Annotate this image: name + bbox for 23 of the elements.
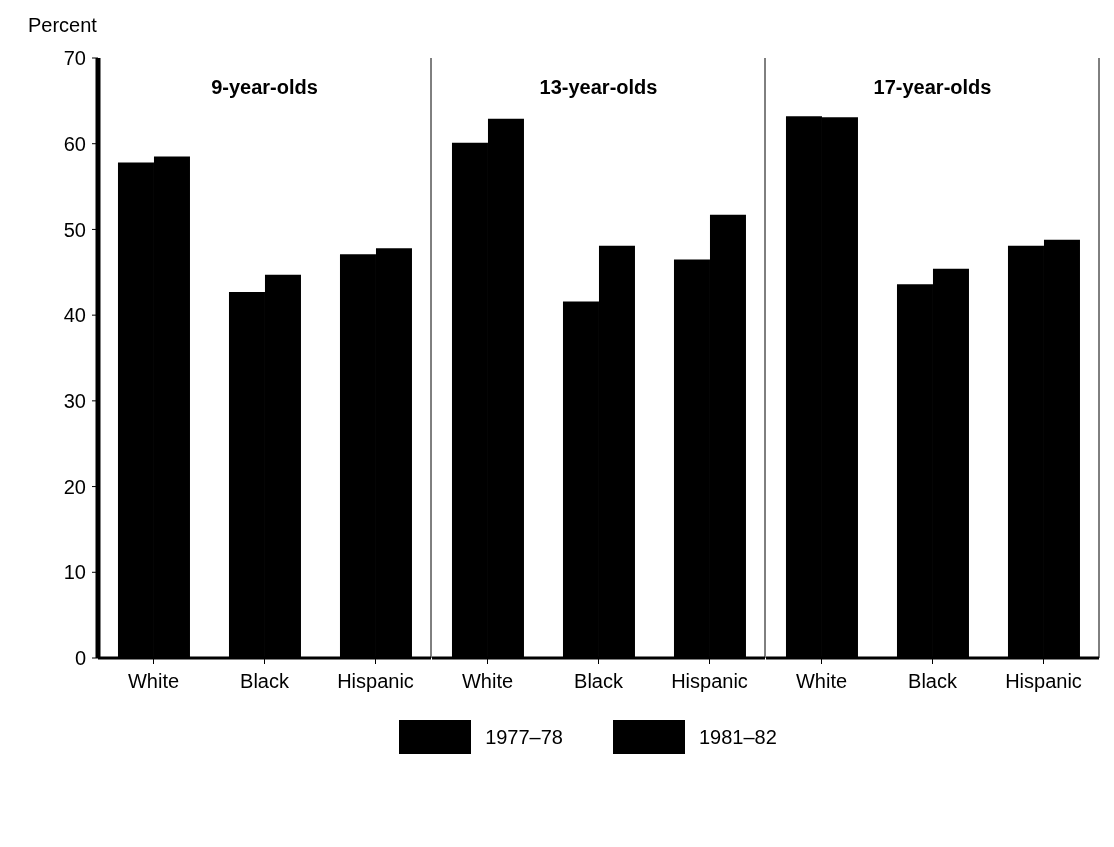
x-tick-label: Black <box>574 670 624 693</box>
text: 9-year-olds <box>210 76 319 99</box>
y-axis-title: Percent <box>28 14 97 37</box>
text: 13-year-olds <box>538 76 659 99</box>
x-tick-label: White <box>127 670 180 693</box>
y-tick-label: 0 <box>74 647 86 670</box>
y-tick-label: 30 <box>63 389 86 412</box>
legend-label: 1981–82 <box>699 725 777 749</box>
text: 17-year-olds <box>872 76 993 99</box>
y-tick-label: 40 <box>63 304 86 327</box>
x-tick-label: Hispanic <box>1005 670 1082 693</box>
y-tick-label: 50 <box>63 218 86 241</box>
x-tick-label: Hispanic <box>671 670 748 693</box>
y-tick-label: 20 <box>63 475 86 498</box>
x-tick-label: White <box>795 670 848 693</box>
x-tick-label: Hispanic <box>337 670 414 693</box>
y-tick-label: 60 <box>63 132 86 155</box>
x-tick-label: Black <box>908 670 958 693</box>
y-tick-label: 10 <box>63 561 86 584</box>
x-tick-label: White <box>461 670 514 693</box>
x-tick-label: Black <box>240 670 290 693</box>
y-tick-label: 70 <box>63 47 86 70</box>
legend-label: 1977–78 <box>485 725 563 749</box>
